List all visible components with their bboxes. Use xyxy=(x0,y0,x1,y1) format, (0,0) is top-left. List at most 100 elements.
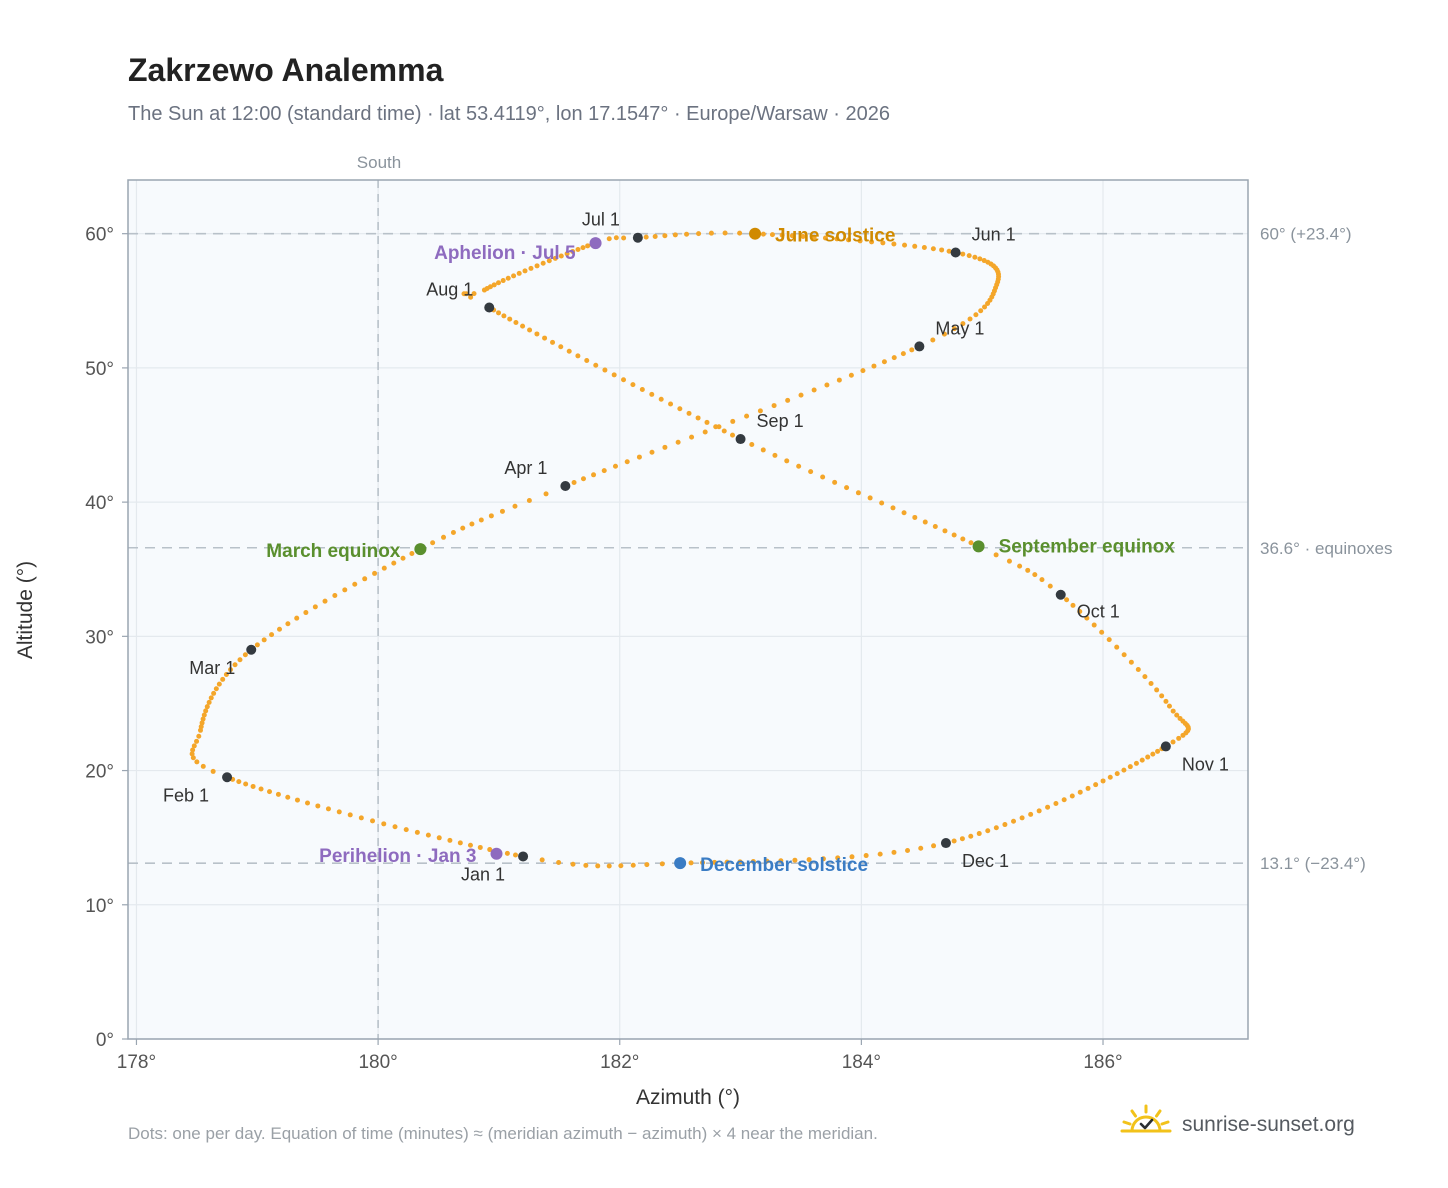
daily-dot xyxy=(712,859,718,865)
daily-dot xyxy=(912,514,918,520)
daily-dot xyxy=(849,854,855,860)
daily-dot xyxy=(789,233,795,239)
daily-dot xyxy=(516,270,522,276)
daily-dot xyxy=(702,429,708,435)
daily-dot xyxy=(487,847,493,853)
daily-dot xyxy=(689,434,695,440)
daily-dot xyxy=(558,253,564,259)
daily-dot xyxy=(285,621,291,627)
month-marker xyxy=(222,772,233,783)
event-label: Perihelion · Jan 3 xyxy=(319,846,476,867)
daily-dot xyxy=(764,858,770,864)
daily-dot xyxy=(960,536,966,542)
daily-dot xyxy=(478,517,484,523)
daily-dot xyxy=(891,849,897,855)
event-marker xyxy=(674,857,687,870)
month-marker xyxy=(914,341,925,352)
daily-dot xyxy=(798,392,804,398)
daily-dot xyxy=(772,452,778,458)
daily-dot xyxy=(575,353,581,359)
daily-dot xyxy=(912,243,918,249)
daily-dot xyxy=(978,308,984,314)
daily-dot xyxy=(722,230,728,236)
daily-dot xyxy=(570,249,576,255)
axes: 178° 180° 182° 184° 186° 0° 10° 20° 30° 40° 50° 60° xyxy=(85,225,1122,1073)
daily-dot xyxy=(900,351,906,357)
daily-dot xyxy=(491,282,497,288)
daily-dot xyxy=(606,236,612,242)
daily-dot xyxy=(867,495,873,501)
daily-dot xyxy=(921,244,927,250)
daily-dot xyxy=(200,716,206,722)
daily-dot xyxy=(543,491,549,497)
daily-dot xyxy=(585,243,591,249)
daily-dot xyxy=(194,759,200,765)
month-marker xyxy=(1055,589,1066,600)
month-marker-label: Sep 1 xyxy=(757,411,804,431)
daily-dot xyxy=(1100,778,1106,784)
daily-dot xyxy=(636,454,642,460)
daily-dot xyxy=(392,824,398,830)
month-marker xyxy=(246,644,257,655)
daily-dot xyxy=(1011,818,1017,824)
daily-dot xyxy=(477,844,483,850)
daily-dot xyxy=(662,444,668,450)
daily-dot xyxy=(749,441,755,447)
daily-dot xyxy=(216,681,222,687)
daily-dot xyxy=(220,676,226,682)
daily-dot xyxy=(1091,622,1097,628)
daily-dot xyxy=(760,231,766,237)
daily-dot xyxy=(583,862,589,868)
daily-dot xyxy=(951,838,957,844)
daily-dot xyxy=(191,743,197,749)
daily-dot xyxy=(558,344,564,350)
y-tick-label: 30° xyxy=(85,627,114,648)
daily-dot xyxy=(668,401,674,407)
month-marker xyxy=(1160,741,1171,752)
x-tick-label: 178° xyxy=(117,1052,156,1073)
daily-dot xyxy=(1170,708,1176,714)
daily-dot xyxy=(643,234,649,240)
daily-dot xyxy=(243,781,249,787)
daily-dot xyxy=(778,858,784,864)
y-axis-label: Altitude (°) xyxy=(14,561,37,659)
daily-dot xyxy=(1061,797,1067,803)
daily-dot xyxy=(305,800,311,806)
daily-dot xyxy=(785,397,791,403)
daily-dot xyxy=(659,861,665,867)
daily-dot xyxy=(700,860,706,866)
daily-dot xyxy=(730,418,736,424)
daily-dot xyxy=(1107,774,1113,780)
event-label: March equinox xyxy=(266,541,401,562)
daily-dot xyxy=(534,263,540,269)
event-label: Aphelion · Jul 5 xyxy=(434,243,576,264)
daily-dot xyxy=(552,255,558,261)
month-marker-label: May 1 xyxy=(935,318,984,338)
daily-dot xyxy=(613,235,619,241)
daily-dot xyxy=(737,859,743,865)
daily-dot xyxy=(855,490,861,496)
brand[interactable]: sunrise-sunset.org xyxy=(1120,1104,1355,1145)
event-marker xyxy=(749,227,762,240)
daily-dot xyxy=(606,863,612,869)
daily-dot xyxy=(624,459,630,465)
daily-dot xyxy=(1047,583,1053,589)
event-marker xyxy=(490,847,503,860)
daily-dot xyxy=(1077,789,1083,795)
daily-dot xyxy=(580,476,586,482)
daily-dot xyxy=(206,699,212,705)
daily-dot xyxy=(652,233,658,239)
daily-dot xyxy=(909,347,915,353)
daily-dot xyxy=(512,503,518,509)
daily-dot xyxy=(966,253,972,259)
daily-dot xyxy=(1121,652,1127,658)
daily-dot xyxy=(708,230,714,236)
daily-dot xyxy=(315,803,321,809)
daily-dot xyxy=(539,857,545,863)
daily-dot xyxy=(591,472,597,478)
month-marker-label: Oct 1 xyxy=(1077,602,1120,622)
daily-dot xyxy=(196,733,202,739)
daily-dot xyxy=(303,610,309,616)
daily-dot xyxy=(213,686,219,692)
daily-dot xyxy=(835,855,841,861)
